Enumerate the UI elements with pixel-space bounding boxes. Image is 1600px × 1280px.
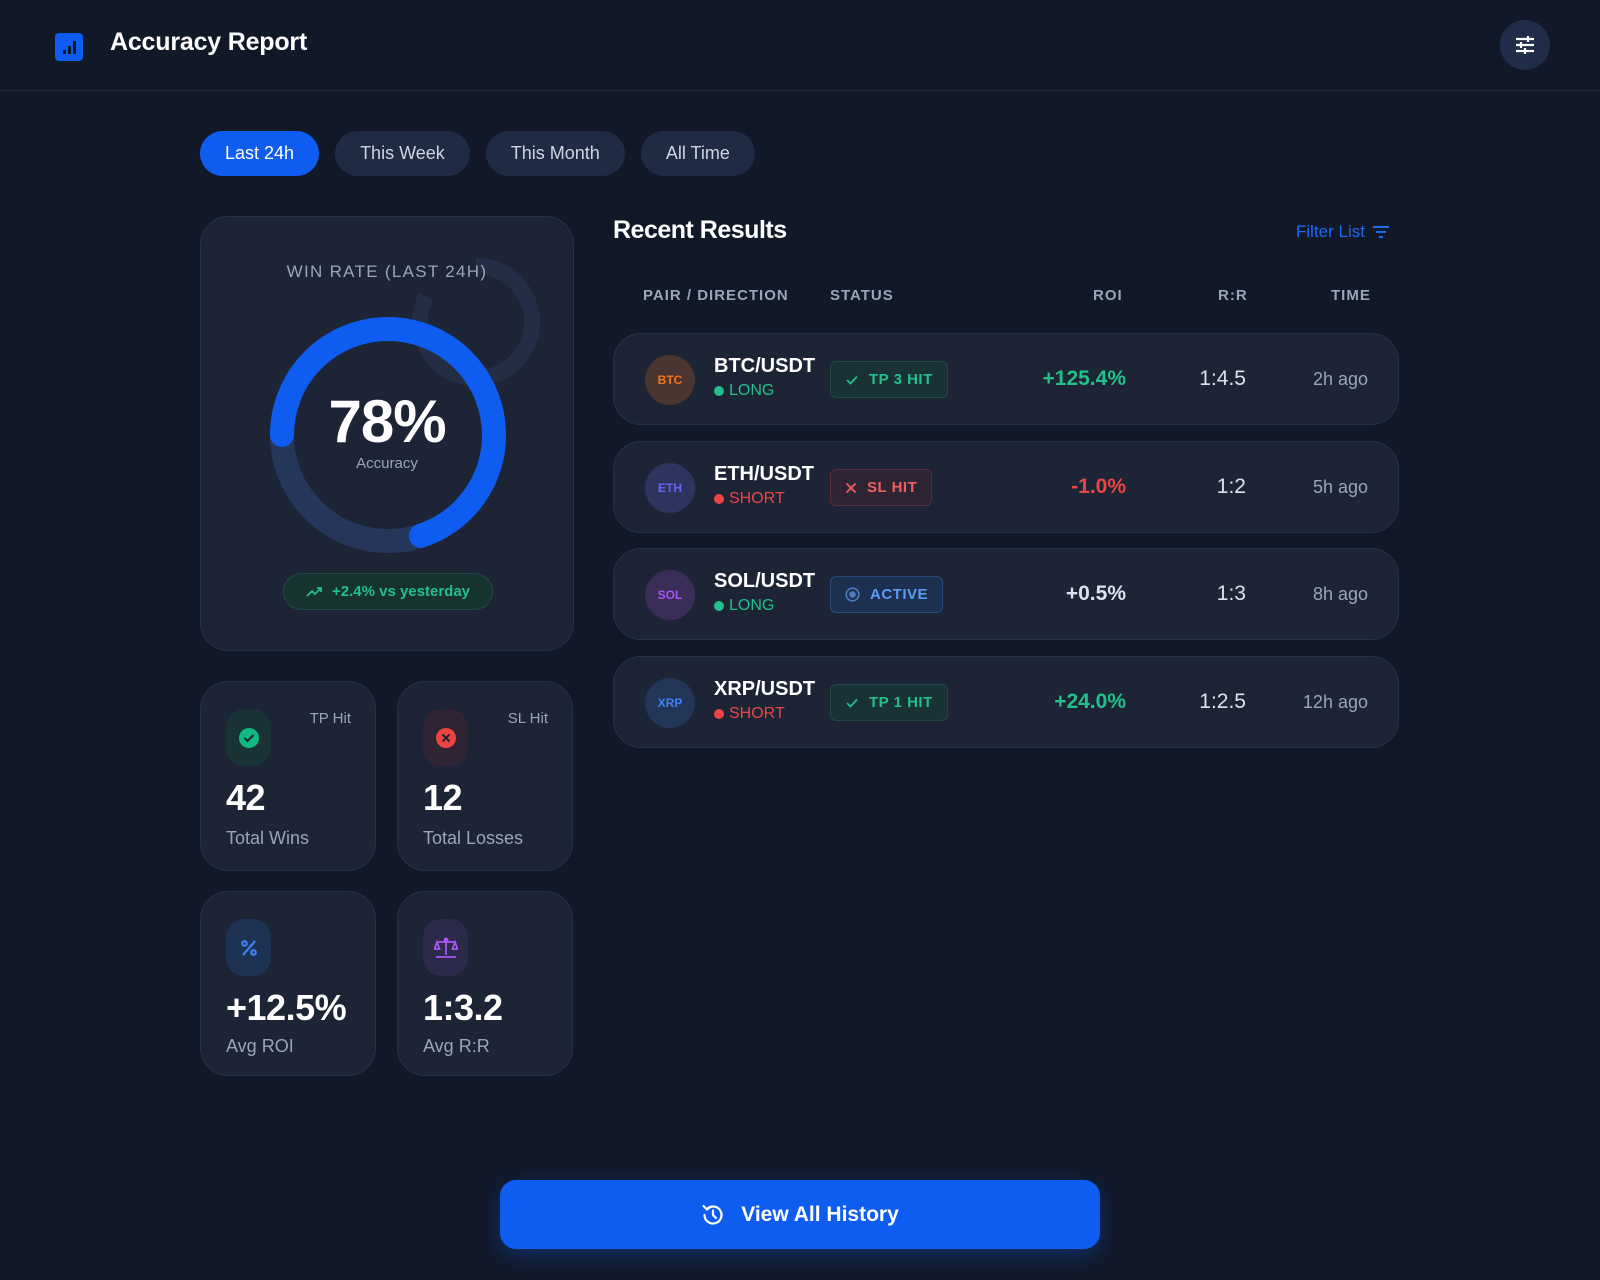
check-circle-icon (226, 709, 271, 766)
delta-badge: +2.4% vs yesterday (283, 573, 493, 610)
settings-button[interactable] (1500, 20, 1550, 70)
table-row[interactable]: ETH ETH/USDT SHORT SL HIT -1.0% 1:2 5h a… (613, 441, 1399, 533)
stat-card-avg-rr: 1:3.2 Avg R:R (397, 891, 573, 1076)
pair-name: XRP/USDT (714, 678, 816, 700)
delta-text: +2.4% vs yesterday (331, 583, 471, 600)
stat-card-avg-roi: +12.5% Avg ROI (200, 891, 376, 1076)
time-value: 2h ago (1312, 369, 1368, 389)
coin-avatar: ETH (645, 463, 695, 513)
direction-label: SHORT (729, 490, 785, 507)
pair-name: SOL/USDT (714, 570, 816, 592)
direction-label: LONG (729, 382, 775, 399)
stat-value: 42 (226, 777, 266, 818)
status-label: TP 3 HIT (869, 371, 933, 388)
rr-value: 1:4.5 (1199, 367, 1246, 390)
results-table-header: PAIR / DIRECTION STATUS ROI R:R TIME (613, 287, 1399, 309)
time-value: 8h ago (1312, 584, 1368, 604)
accuracy-value: 78% (328, 388, 446, 455)
coin-avatar: XRP (645, 678, 695, 728)
status-label: TP 1 HIT (869, 694, 933, 711)
view-all-history-button[interactable]: View All History (500, 1180, 1100, 1249)
filter-icon (1372, 226, 1389, 238)
roi-value: +125.4% (1042, 367, 1127, 390)
col-rr: R:R (1218, 287, 1248, 304)
direction-dot-icon (714, 601, 724, 611)
status-badge: SL HIT (830, 469, 933, 506)
tab-all-time[interactable]: All Time (640, 131, 755, 176)
stat-card-wins: TP Hit 42 Total Wins (200, 681, 376, 871)
direction-label: SHORT (729, 705, 785, 722)
filter-list-button[interactable]: Filter List (1296, 222, 1389, 242)
app-header: Accuracy Report (0, 0, 1600, 91)
direction: SHORT (714, 490, 785, 508)
status-badge: TP 1 HIT (830, 684, 948, 721)
pair-name: ETH/USDT (714, 463, 814, 485)
stat-tag: SL Hit (507, 710, 548, 727)
page-title: Accuracy Report (110, 28, 308, 56)
stat-caption: Avg R:R (423, 1036, 490, 1056)
tab-this-week[interactable]: This Week (335, 131, 470, 176)
stat-caption: Total Losses (423, 828, 524, 848)
status-badge: ACTIVE (830, 576, 944, 613)
history-label: View All History (741, 1202, 899, 1226)
time-value: 5h ago (1312, 477, 1368, 497)
win-rate-label: WIN RATE (LAST 24H) (286, 262, 488, 281)
direction-label: LONG (729, 597, 775, 614)
filter-label: Filter List (1296, 222, 1365, 241)
stat-caption: Total Wins (226, 828, 310, 848)
x-circle-icon (423, 709, 468, 766)
radio-dot-icon (845, 587, 860, 602)
stat-caption: Avg ROI (226, 1036, 294, 1056)
status-label: SL HIT (867, 479, 918, 496)
check-icon (846, 375, 858, 385)
bar-chart-icon (55, 33, 83, 61)
pair-name: BTC/USDT (714, 355, 816, 377)
direction-dot-icon (714, 494, 724, 504)
x-icon (845, 482, 857, 493)
direction-dot-icon (714, 386, 724, 396)
stat-value: 1:3.2 (423, 987, 503, 1028)
col-status: STATUS (830, 287, 894, 304)
table-row[interactable]: SOL SOL/USDT LONG ACTIVE +0.5% 1:3 8h ag… (613, 548, 1399, 640)
stat-card-losses: SL Hit 12 Total Losses (397, 681, 573, 871)
tab-this-month[interactable]: This Month (485, 131, 625, 176)
time-range-tabs: Last 24h This Week This Month All Time (200, 131, 755, 176)
table-row[interactable]: BTC BTC/USDT LONG TP 3 HIT +125.4% 1:4.5… (613, 333, 1399, 425)
roi-value: -1.0% (1071, 475, 1126, 498)
direction: LONG (714, 382, 774, 400)
stat-tag: TP Hit (309, 710, 351, 727)
recent-results-title: Recent Results (613, 216, 787, 244)
rr-value: 1:2.5 (1199, 690, 1246, 713)
accuracy-label: Accuracy (356, 455, 418, 472)
status-label: ACTIVE (870, 586, 929, 603)
coin-avatar: SOL (645, 570, 695, 620)
coin-avatar: BTC (645, 355, 695, 405)
col-time: TIME (1331, 287, 1371, 304)
direction-dot-icon (714, 709, 724, 719)
scale-icon (423, 919, 468, 976)
roi-value: +0.5% (1065, 582, 1126, 605)
win-rate-card: WIN RATE (LAST 24H) 78% Accuracy +2.4% v… (200, 216, 574, 651)
sliders-icon (1516, 36, 1534, 54)
stat-value: +12.5% (226, 987, 347, 1028)
col-roi: ROI (1093, 287, 1123, 304)
percent-icon (226, 919, 271, 976)
direction: LONG (714, 597, 774, 615)
rr-value: 1:2 (1216, 475, 1246, 498)
time-value: 12h ago (1302, 692, 1368, 712)
status-badge: TP 3 HIT (830, 361, 948, 398)
direction: SHORT (714, 705, 785, 723)
table-row[interactable]: XRP XRP/USDT SHORT TP 1 HIT +24.0% 1:2.5… (613, 656, 1399, 748)
history-icon (702, 1204, 723, 1225)
check-icon (846, 698, 858, 708)
stat-value: 12 (423, 777, 463, 818)
accuracy-donut-chart (270, 317, 506, 553)
trending-up-icon (306, 586, 322, 597)
rr-value: 1:3 (1216, 582, 1246, 605)
roi-value: +24.0% (1054, 690, 1126, 713)
col-pair: PAIR / DIRECTION (643, 287, 789, 304)
tab-last-24h[interactable]: Last 24h (200, 131, 320, 176)
